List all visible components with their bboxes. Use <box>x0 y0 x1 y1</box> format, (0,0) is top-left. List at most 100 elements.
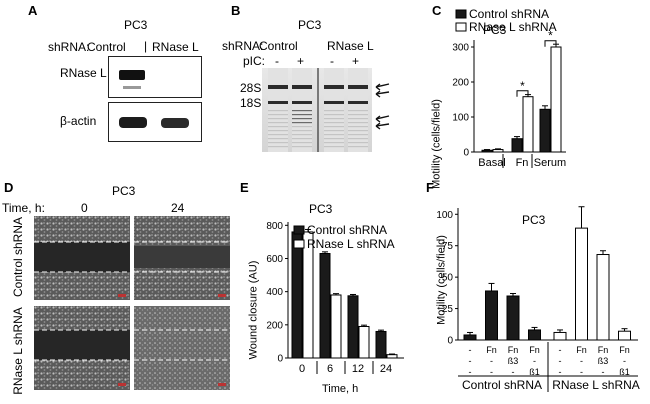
chart-f-bar-8 <box>618 330 631 341</box>
chart-e-legend-label-1: RNase L shRNA <box>307 237 395 251</box>
rrna-label-28s: 28S <box>240 81 262 95</box>
chart-f-ytick-label-25: 25 <box>442 304 454 315</box>
gel-band-28s-2 <box>292 85 312 89</box>
chart-f-bar-2 <box>485 290 498 341</box>
chart-f-cond-2-5: - <box>559 367 562 377</box>
gel-band-18s-2 <box>292 101 312 104</box>
panel-a-cell-line: PC3 <box>124 18 148 32</box>
panel-d-time-label: Time, h: <box>2 201 45 215</box>
chart-c-bar-basal-control <box>481 149 493 153</box>
chart-f-cond-0-1: - <box>469 345 472 355</box>
gel-minor-band-3-3 <box>324 122 344 124</box>
wound-control-24h <box>134 216 230 300</box>
chart-f-cond-0-7: Fn <box>598 345 609 355</box>
gel-band-18s-3 <box>324 101 344 104</box>
gel-minor-band-2-3 <box>292 122 312 124</box>
chart-f-cond-1-3: ß3 <box>508 356 519 366</box>
gel-minor-band-2-5 <box>292 130 312 132</box>
gel-minor-band-2-7 <box>292 138 312 140</box>
chart-f-cond-1-7: ß3 <box>598 356 609 366</box>
chart-c-legend-swatch-1 <box>455 22 467 32</box>
pic-mark-3: - <box>330 54 334 68</box>
chart-f-ytick-label-0: 0 <box>447 336 453 347</box>
chart-c-bar-fn-rnasel <box>522 96 534 153</box>
wound-images <box>34 216 230 390</box>
gel-minor-band-4-3 <box>348 122 368 124</box>
chart-e-legend-swatch-1 <box>293 239 305 249</box>
gel-minor-band-1-7 <box>268 138 288 140</box>
gel-minor-band-1-0 <box>268 110 288 112</box>
rrna-label-18s: 18S <box>240 96 262 110</box>
chart-c-xtick-serum: Serum <box>534 157 566 169</box>
chart-f-cond-1-6: - <box>580 356 583 366</box>
chart-c-sig-bracket-0 <box>516 90 529 97</box>
chart-c-legend-label-1: RNase L shRNA <box>469 20 557 34</box>
chart-c-bar-serum-control <box>539 108 551 153</box>
chart-f-cond-1-1: - <box>469 356 472 366</box>
chart-f-ytick-label-50: 50 <box>442 273 454 284</box>
chart-f-ytick-label-100: 100 <box>436 210 453 221</box>
panel-d-row-rnasel: RNase L shRNA <box>11 307 25 395</box>
chart-e-ytick-label-800: 800 <box>266 221 283 232</box>
gel-minor-band-3-9 <box>324 146 344 148</box>
chart-f-cond-1-4: - <box>533 356 536 366</box>
chart-f-bar-4 <box>528 329 541 341</box>
chart-f: 0255075100---Fn--Fnß3-Fn-ß1---Fn--Fnß3-F… <box>436 206 640 392</box>
gel-minor-band-1-5 <box>268 130 288 132</box>
chart-f-cond-2-7: - <box>602 367 605 377</box>
chart-f-group-control: Control shRNA <box>462 378 542 392</box>
chart-e-bar-12h-control <box>347 295 359 359</box>
gel-minor-band-4-8 <box>348 142 368 144</box>
chart-f-cond-2-4: ß1 <box>529 367 540 377</box>
chart-e-xtick-12: 12 <box>352 363 364 375</box>
chart-e-bar-24h-rnasel <box>386 354 398 359</box>
rrna-arrows <box>375 83 390 130</box>
panel-b-lane-rnasel: RNase L <box>327 39 374 53</box>
chart-c: 0 100 200 300 Basal Fn Serum * * Control shRNARNa… <box>452 7 566 169</box>
chart-c-xtick-basal: Basal <box>478 157 506 169</box>
chart-f-ytick-label-75: 75 <box>442 241 454 252</box>
panel-d-cell-line: PC3 <box>112 184 136 198</box>
chart-e-ytick-label-400: 400 <box>266 287 283 298</box>
gel-minor-band-1-8 <box>268 142 288 144</box>
wound-rnasel-24h <box>134 306 230 390</box>
chart-e-xtick-6: 6 <box>327 363 333 375</box>
wound-rnasel-0h <box>34 306 130 390</box>
chart-f-cond-2-3: - <box>512 367 515 377</box>
chart-e-legend-swatch-0 <box>293 225 305 235</box>
chart-f-cond-1-2: - <box>490 356 493 366</box>
gel-minor-band-3-4 <box>324 126 344 128</box>
panel-b-cell-line: PC3 <box>298 18 322 32</box>
chart-c-legend-label-0: Control shRNA <box>469 7 549 21</box>
panel-letter-e: E <box>240 180 249 195</box>
gel-minor-band-3-0 <box>324 110 344 112</box>
gel-minor-band-3-8 <box>324 142 344 144</box>
gel-minor-band-1-3 <box>268 122 288 124</box>
gel-minor-band-1-9 <box>268 146 288 148</box>
chart-f-bar-5 <box>553 331 567 341</box>
western-blot-rnasel <box>108 56 202 98</box>
chart-e-bar-24h-control <box>375 330 387 359</box>
chart-c-title: PC3 <box>483 23 507 37</box>
gel-minor-band-4-9 <box>348 146 368 148</box>
gel-band-18s-4 <box>348 101 368 104</box>
gel-minor-band-3-2 <box>324 118 344 120</box>
panel-letter-f: F <box>426 180 434 195</box>
chart-c-sig-star-1: * <box>548 29 553 43</box>
gel-minor-band-4-5 <box>348 130 368 132</box>
chart-e-xtick-24: 24 <box>380 363 392 375</box>
chart-c-ytick-label-300: 300 <box>452 43 469 54</box>
chart-e-bar-6h-control <box>319 253 331 359</box>
chart-f-cond-2-8: ß1 <box>619 367 630 377</box>
gel-minor-band-1-2 <box>268 118 288 120</box>
gel-minor-band-3-6 <box>324 134 344 136</box>
chart-c-sig-bracket-1 <box>544 40 557 47</box>
panel-a-lane-rnasel: RNase L <box>152 40 199 54</box>
gel-minor-band-4-1 <box>348 114 368 116</box>
gel-minor-band-4-2 <box>348 118 368 120</box>
gel-minor-band-1-6 <box>268 134 288 136</box>
chart-e-ytick-label-200: 200 <box>266 320 283 331</box>
panel-a-lane-control: Control <box>87 40 126 54</box>
chart-c-ytick-label-200: 200 <box>452 78 469 89</box>
chart-f-title: PC3 <box>522 213 546 227</box>
